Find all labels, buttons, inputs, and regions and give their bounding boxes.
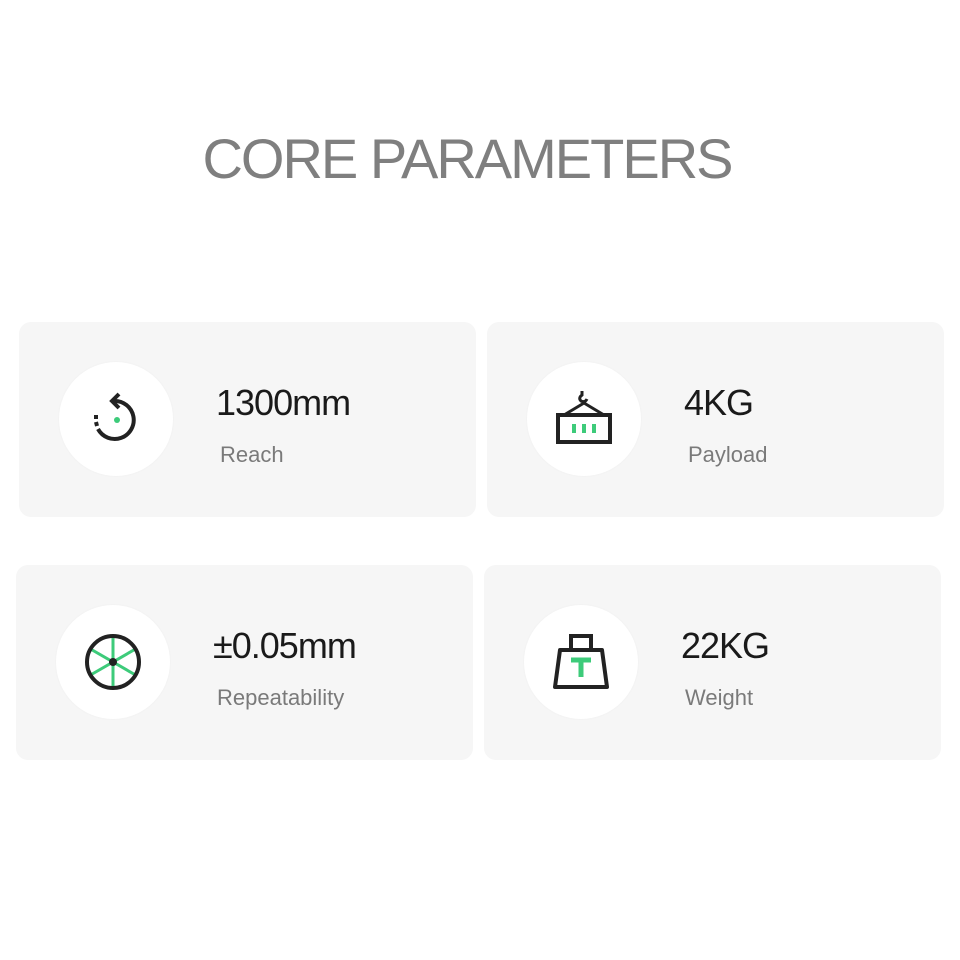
weight-icon bbox=[553, 634, 609, 689]
icon-circle bbox=[59, 362, 173, 476]
page-title: CORE PARAMETERS bbox=[202, 127, 733, 190]
param-label: Weight bbox=[685, 685, 754, 710]
param-value: ±0.05mm bbox=[213, 625, 357, 666]
icon-circle bbox=[56, 605, 170, 719]
icon-circle bbox=[527, 362, 641, 476]
param-card-reach: 1300mm Reach bbox=[19, 322, 476, 517]
param-label: Payload bbox=[688, 442, 768, 467]
wheel-icon bbox=[85, 634, 141, 690]
icon-circle bbox=[524, 605, 638, 719]
param-value: 4KG bbox=[684, 382, 754, 423]
param-label: Repeatability bbox=[217, 685, 345, 710]
param-card-payload: 4KG Payload bbox=[487, 322, 944, 517]
param-label: Reach bbox=[220, 442, 284, 467]
param-value: 22KG bbox=[681, 625, 770, 666]
rotate-icon bbox=[94, 392, 136, 441]
container-crane-icon bbox=[556, 391, 612, 444]
param-card-repeatability: ±0.05mm Repeatability bbox=[16, 565, 473, 760]
param-card-weight: 22KG Weight bbox=[484, 565, 941, 760]
param-value: 1300mm bbox=[216, 382, 351, 423]
